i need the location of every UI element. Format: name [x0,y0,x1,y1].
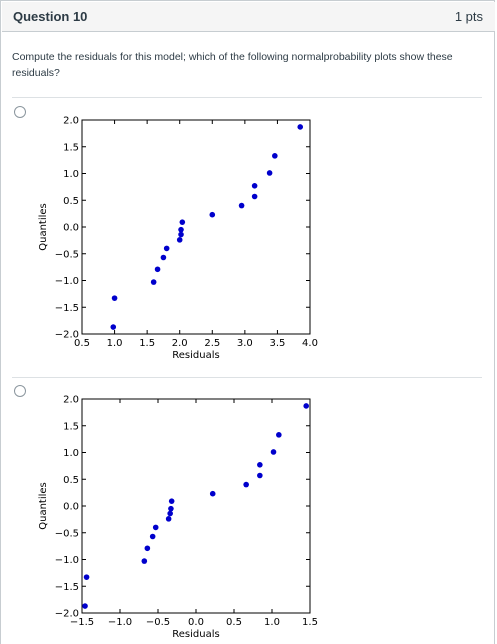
data-point [270,449,277,455]
data-point [141,558,148,564]
data-point [276,432,282,438]
x-tick-label: 0.0 [188,617,204,628]
y-tick-label: −2.0 [55,330,79,341]
x-tick-label: −1.0 [108,617,132,628]
y-tick-label: 0.5 [63,196,79,207]
data-point [209,211,216,218]
question-header: Question 10 1 pts [2,2,495,32]
data-point [160,254,167,261]
y-tick-label: 1.5 [63,142,79,153]
option-1-plot[interactable]: 0.5 1.0 1.5 2.0 2.5 3.0 3.5 4.0 2.0 1.5 1.0 0.5 0.0 −… [20,108,330,368]
data-point [167,510,173,517]
y-tick-label: −0.5 [55,249,79,260]
data-point [111,295,118,301]
x-tick-label: 0.5 [226,617,242,628]
y-tick-label: 1.0 [63,448,79,459]
data-point [238,202,245,209]
question-prompt: Compute the residuals for this model; wh… [12,51,453,79]
data-point [152,524,159,531]
x-tick-label: 3.0 [237,338,253,349]
option-1-chart: 0.5 1.0 1.5 2.0 2.5 3.0 3.5 4.0 2.0 1.5 1.0 0.5 0.0 −… [38,116,318,362]
data-point [110,324,117,330]
answer-divider [12,377,482,378]
data-point [178,226,184,233]
x-axis-label: Residuals [172,629,219,640]
plot-area-frame [81,398,311,614]
x-tick-label: 4.0 [302,338,318,349]
x-tick-label: 1.0 [264,617,280,628]
x-tick-label: 2.5 [204,338,220,349]
data-point [251,183,258,189]
data-point [154,266,161,273]
data-point [243,481,249,488]
y-tick-label: 0.5 [63,475,79,486]
y-tick-label: −1.0 [55,555,79,566]
x-tick-label: 0.5 [74,338,90,349]
data-point [257,472,263,479]
data-point [179,219,186,225]
data-point [83,574,90,580]
y-tick-label: 1.0 [63,169,79,180]
x-axis-label: Residuals [172,350,219,361]
x-tick-label: 1.5 [302,617,318,628]
y-tick-label: 2.0 [63,116,79,127]
x-tick-label: 1.0 [107,338,123,349]
question-points: 1 pts [454,9,483,24]
data-point [149,533,156,540]
answer-divider [12,97,482,98]
data-point [209,490,216,497]
data-point [178,231,184,238]
plot-area-frame [81,119,311,335]
data-point [163,245,170,252]
data-point [266,170,273,176]
data-point [251,193,258,200]
x-tick-label: −0.5 [146,617,170,628]
option-2-plot[interactable]: −1.5 −1.0 −0.5 0.0 0.5 1.0 1.5 2.0 1.5 1.0 0.5 0.0 −… [20,387,330,644]
data-point [82,603,88,609]
option-2-chart: −1.5 −1.0 −0.5 0.0 0.5 1.0 1.5 2.0 1.5 1.0 0.5 0.0 −… [38,395,318,641]
y-tick-label: 2.0 [63,395,79,406]
data-point [257,462,263,468]
y-axis-label: Quantiles [38,482,49,530]
x-tick-label: 1.5 [139,338,155,349]
option-1-radio[interactable] [14,106,26,118]
data-point [165,516,172,522]
data-point [297,124,304,130]
data-point [303,403,310,409]
data-point [168,498,175,504]
y-tick-label: −1.5 [55,582,79,593]
y-tick-label: 0.0 [63,223,79,234]
data-point [272,153,278,159]
x-tick-label: 3.5 [269,338,285,349]
y-tick-label: −1.5 [55,303,79,314]
y-tick-label: −2.0 [55,609,79,620]
data-point [176,237,183,243]
y-tick-label: −0.5 [55,528,79,539]
y-tick-label: −1.0 [55,276,79,287]
x-tick-label: −1.5 [70,617,94,628]
option-2-radio[interactable] [14,385,26,397]
data-point [144,545,151,552]
x-tick-label: 2.0 [172,338,188,349]
data-point [150,279,157,285]
y-tick-label: 1.5 [63,421,79,432]
data-point [168,505,174,512]
question-title: Question 10 [13,9,88,24]
y-axis-label: Quantiles [38,203,49,251]
y-tick-label: 0.0 [63,502,79,513]
